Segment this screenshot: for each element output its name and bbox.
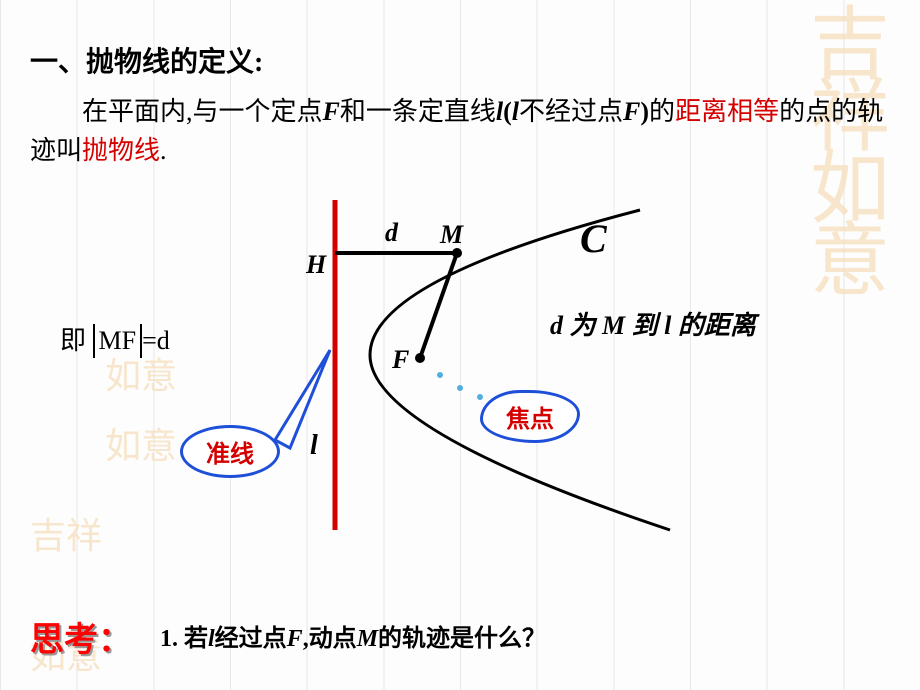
text: 和一条定直线 [340, 97, 496, 126]
think-label: 思考： [30, 612, 132, 661]
point-f [415, 353, 425, 363]
text: 的 [649, 97, 675, 126]
abs-bars: MF [93, 326, 143, 356]
symbol-l: l [512, 97, 519, 126]
label-h: H [306, 250, 326, 280]
callout-directrix: 准线 [180, 425, 280, 478]
text: ,动点 [303, 626, 357, 652]
symbol-F: F [287, 626, 303, 652]
symbol-F: F [623, 97, 640, 126]
callout-pointer-zhunxian [275, 350, 330, 448]
label-d: d [385, 218, 398, 248]
text: 1. 若 [160, 626, 208, 652]
text: . [160, 136, 167, 165]
text: 不经过点 [519, 97, 623, 126]
parabola-diagram: H d M C F l 即 MF=d d 为 M 到 l 的距离 准线 焦点 [0, 190, 920, 550]
text: ) [640, 97, 649, 126]
label-m: M [440, 220, 463, 250]
symbol-l: l [208, 626, 215, 652]
text: =d [142, 326, 170, 355]
text: 即 [60, 326, 86, 355]
symbol-mf: MF [99, 326, 137, 355]
label-f: F [392, 345, 409, 375]
parabola-curve [370, 210, 670, 530]
text: 的轨迹是什么？ [378, 626, 546, 652]
section-heading: 一、抛物线的定义: [30, 40, 263, 80]
text-highlight: 距离相等 [675, 97, 779, 126]
text: 在平面内,与一个定点 [82, 97, 323, 126]
dot [437, 372, 443, 378]
text-highlight: 抛物线 [82, 136, 160, 165]
distance-note: d 为 M 到 l 的距离 [550, 305, 756, 342]
think-question: 1. 若l经过点F,动点M的轨迹是什么？ [160, 618, 546, 653]
dot [477, 394, 483, 400]
dot [457, 385, 463, 391]
segment-mf [420, 253, 457, 358]
label-c: C [580, 215, 607, 262]
callout-focus: 焦点 [480, 390, 580, 443]
symbol-M: M [357, 626, 378, 652]
formula-mf-eq-d: 即 MF=d [60, 320, 170, 357]
definition-text: 在平面内,与一个定点F和一条定直线l(l不经过点F)的距离相等的点的轨迹叫抛物线… [30, 92, 890, 170]
text: ( [503, 97, 512, 126]
label-l: l [310, 430, 318, 462]
text: 经过点 [215, 626, 287, 652]
symbol-F: F [323, 97, 340, 126]
